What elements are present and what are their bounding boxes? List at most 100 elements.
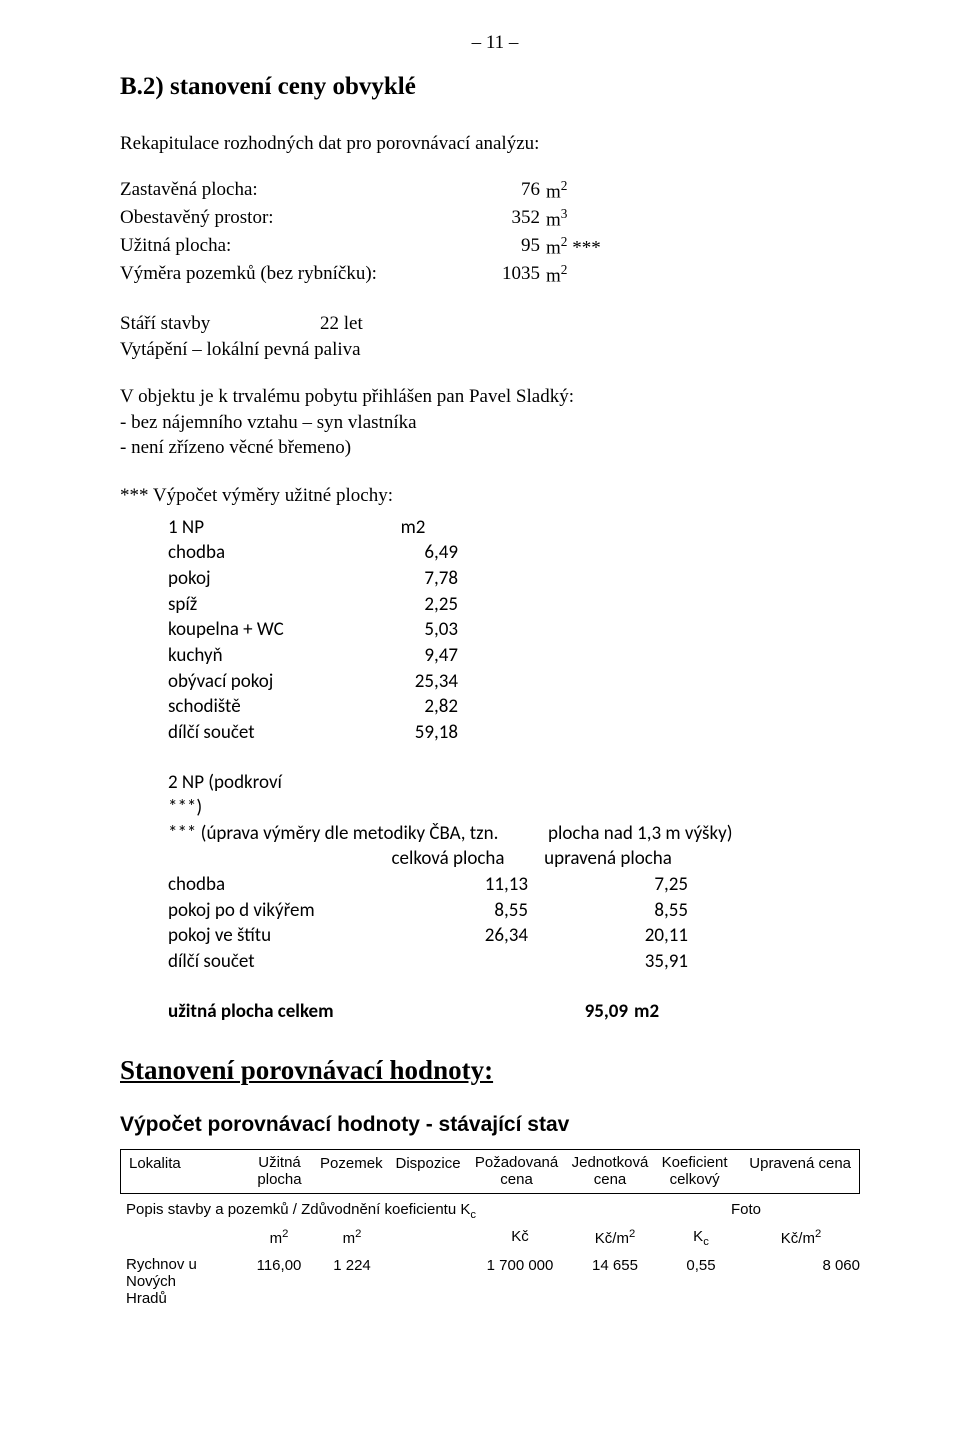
col-upravena: Upravená cena [735, 1154, 851, 1174]
note-right: plocha nad 1,3 m výšky) [528, 821, 732, 847]
row-label: koupelna + WC [168, 617, 368, 643]
stari-row: Stáří stavby 22 let [120, 311, 870, 337]
table-row: pokoj po d vikýřem8,558,55 [168, 898, 870, 924]
param-value: 1035 [420, 261, 540, 289]
header-upravena: upravená plocha [528, 846, 688, 872]
table-row: spíž2,25 [168, 592, 870, 618]
table-row: chodba11,137,25 [168, 872, 870, 898]
col-uzitna: Užitnáplocha [245, 1154, 314, 1189]
page-number: – 11 – [120, 30, 870, 56]
table-row: obývací pokoj25,34 [168, 669, 870, 695]
podkrovi-header: celková plocha upravená plocha [168, 846, 870, 872]
row-value: 26,34 [368, 923, 528, 949]
row-label: obývací pokoj [168, 669, 368, 695]
stari-label: Stáří stavby [120, 311, 320, 337]
row-value: 20,11 [528, 923, 688, 949]
table-popis-row: Popis stavby a pozemků / Zdůvodnění koef… [126, 1200, 860, 1223]
col-pozemek: Pozemek [314, 1154, 389, 1174]
porov-heading: Stanovení porovnávací hodnoty: [120, 1052, 870, 1088]
params-block: Zastavěná plocha: 76 m2 Obestavěný prost… [120, 177, 870, 289]
unit-kc: Kč [470, 1227, 570, 1247]
unit-kc-sub: Kc [660, 1227, 742, 1250]
row-label: dílčí součet [168, 720, 368, 746]
table-row: dílčí součet59,18 [168, 720, 870, 746]
vytapeni-line: Vytápění – lokální pevná paliva [120, 337, 870, 363]
foto-label: Foto [606, 1200, 860, 1220]
row-value: 5,03 [368, 617, 458, 643]
uzitna-total: užitná plocha celkem 95,09 m2 [168, 999, 870, 1025]
objekt-line: - není zřízeno věcné břemeno) [120, 435, 870, 461]
row-label: pokoj po d vikýřem [168, 898, 368, 924]
param-uzitna: Užitná plocha: 95 m2 *** [120, 233, 870, 261]
uzitna-value: 95,09 [528, 999, 628, 1025]
podkrovi-note: *** (úprava výměry dle metodiky ČBA, tzn… [168, 821, 870, 847]
param-label: Obestavěný prostor: [120, 205, 420, 233]
param-unit: m2 [540, 177, 567, 205]
cell-koef: 0,55 [660, 1256, 742, 1276]
col-dispozice: Dispozice [389, 1154, 468, 1174]
unit-kcm2: Kč/m2 [742, 1227, 860, 1249]
row-value: 2,82 [368, 694, 458, 720]
np1-heading: 1 NP m2 [168, 515, 870, 541]
recap-subheading: Rekapitulace rozhodných dat pro porovnáv… [120, 131, 870, 157]
row-label: pokoj [168, 566, 368, 592]
param-value: 352 [420, 205, 540, 233]
cell-jednotkova: 14 655 [570, 1256, 660, 1276]
cell-upravena: 8 060 [742, 1256, 860, 1276]
col-pozadovana: Požadovanácena [467, 1154, 565, 1189]
row-value [368, 949, 528, 975]
podkrovi-line1: 2 NP (podkroví [168, 770, 870, 796]
row-value: 25,34 [368, 669, 458, 695]
unit-m2: m2 [244, 1227, 314, 1249]
podkrovi-block: 2 NP (podkroví ***) *** (úprava výměry d… [168, 770, 870, 975]
note-left: *** (úprava výměry dle metodiky ČBA, tzn… [168, 821, 528, 847]
row-value: 2,25 [368, 592, 458, 618]
table-row: pokoj7,78 [168, 566, 870, 592]
param-label: Zastavěná plocha: [120, 177, 420, 205]
uzitna-unit: m2 [628, 999, 659, 1025]
param-zastavena: Zastavěná plocha: 76 m2 [120, 177, 870, 205]
row-label: chodba [168, 540, 368, 566]
row-value: 35,91 [528, 949, 688, 975]
cell-uzitna: 116,00 [244, 1256, 314, 1276]
row-label: chodba [168, 872, 368, 898]
calc-title: *** Výpočet výměry užitné plochy: [120, 483, 870, 509]
table-header-box: Lokalita Užitnáplocha Pozemek Dispozice … [120, 1149, 860, 1194]
table-row: pokoj ve štítu26,3420,11 [168, 923, 870, 949]
podkrovi-line2: ***) [168, 795, 870, 821]
row-value: 6,49 [368, 540, 458, 566]
np1-table: 1 NP m2 chodba6,49 pokoj7,78 spíž2,25 ko… [168, 515, 870, 746]
row-value: 8,55 [528, 898, 688, 924]
param-label: Výměra pozemků (bez rybníčku): [120, 261, 420, 289]
table-row: schodiště2,82 [168, 694, 870, 720]
header-celkova: celková plocha [368, 846, 528, 872]
cell-pozadovana: 1 700 000 [470, 1256, 570, 1276]
row-value: 7,78 [368, 566, 458, 592]
comparison-table: Lokalita Užitnáplocha Pozemek Dispozice … [120, 1149, 860, 1308]
row-value: 59,18 [368, 720, 458, 746]
row-label: spíž [168, 592, 368, 618]
col-jednotkova: Jednotkovácena [566, 1154, 655, 1189]
param-label: Užitná plocha: [120, 233, 420, 261]
table-row: koupelna + WC5,03 [168, 617, 870, 643]
param-unit: m2 [540, 261, 567, 289]
header-blank [168, 846, 368, 872]
param-obestavebny: Obestavěný prostor: 352 m3 [120, 205, 870, 233]
objekt-line: V objektu je k trvalému pobytu přihlášen… [120, 384, 870, 410]
cell-lokalita: Rychnov u NovýchHradů [126, 1256, 244, 1308]
stari-value: 22 let [320, 311, 363, 337]
col-koeficient: Koeficientcelkový [654, 1154, 735, 1189]
building-info: Stáří stavby 22 let Vytápění – lokální p… [120, 311, 870, 362]
np1-head-right: m2 [368, 515, 458, 541]
row-label: schodiště [168, 694, 368, 720]
section-title: B.2) stanovení ceny obvyklé [120, 70, 870, 104]
objekt-line: - bez nájemního vztahu – syn vlastníka [120, 410, 870, 436]
param-value: 76 [420, 177, 540, 205]
row-label: dílčí součet [168, 949, 368, 975]
param-vymera: Výměra pozemků (bez rybníčku): 1035 m2 [120, 261, 870, 289]
objekt-info: V objektu je k trvalému pobytu přihlášen… [120, 384, 870, 461]
row-value: 8,55 [368, 898, 528, 924]
col-lokalita: Lokalita [129, 1154, 245, 1174]
param-value: 95 [420, 233, 540, 261]
row-value: 11,13 [368, 872, 528, 898]
